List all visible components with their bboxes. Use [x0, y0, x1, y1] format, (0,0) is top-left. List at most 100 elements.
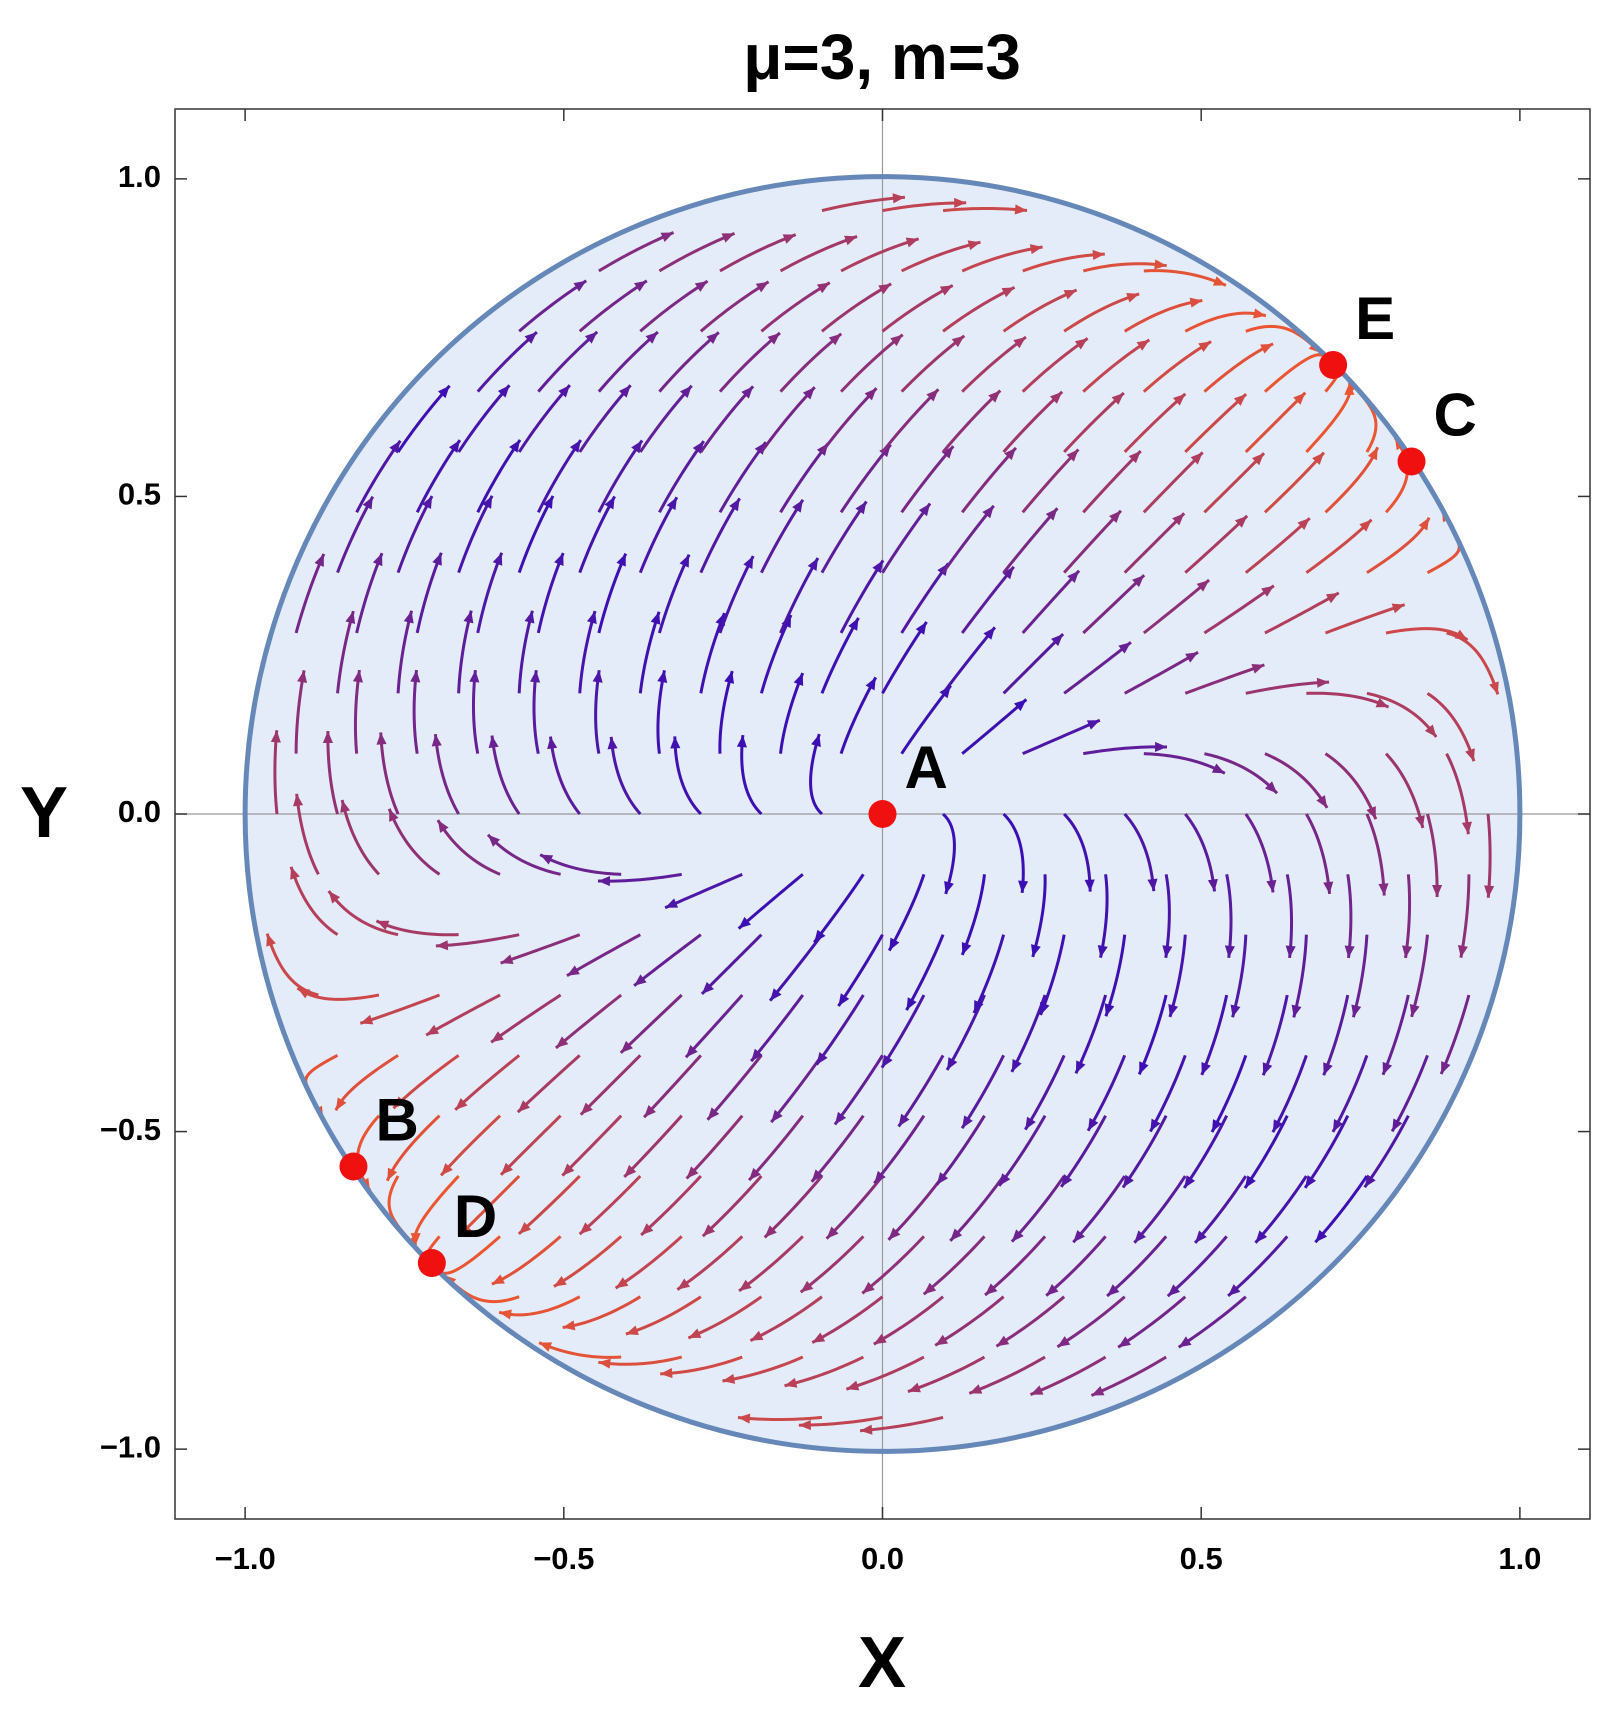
streamline [859, 1415, 944, 1433]
arrowhead [1312, 452, 1324, 465]
streamline [1363, 1114, 1410, 1189]
streamline [1133, 1175, 1187, 1244]
arrowhead [722, 1373, 736, 1384]
streamline [1184, 514, 1249, 574]
streamline [664, 872, 743, 910]
streamline [750, 994, 805, 1063]
streamline [1193, 1175, 1248, 1244]
streamline [1123, 650, 1199, 695]
arrowhead [1109, 510, 1121, 523]
arrowhead [517, 1100, 531, 1113]
streamline [1063, 509, 1123, 574]
arrowhead [1150, 1118, 1161, 1132]
streamline [820, 387, 878, 453]
streamline [639, 384, 693, 453]
arrowhead [592, 670, 603, 683]
arrowhead [1011, 1058, 1022, 1072]
streamline [633, 933, 702, 987]
arrowhead [967, 240, 981, 251]
streamline [1182, 1115, 1229, 1189]
arrowhead [524, 610, 535, 624]
streamline [922, 1235, 986, 1296]
arrowhead [376, 732, 387, 745]
arrowhead [1293, 392, 1306, 405]
streamline [1366, 516, 1431, 574]
arrowhead [660, 232, 674, 242]
arrowhead [1045, 508, 1058, 521]
streamline [995, 1295, 1066, 1348]
streamline [642, 1054, 702, 1119]
streamline [597, 553, 628, 634]
arrowhead [1025, 1116, 1036, 1130]
streamline [760, 386, 816, 453]
arrowhead [1323, 1062, 1333, 1076]
arrowhead [1228, 1284, 1241, 1296]
x-tick-label: −1.0 [215, 1541, 276, 1576]
streamline [1245, 680, 1330, 695]
streamline [900, 562, 950, 634]
fixed-point [1397, 447, 1426, 476]
y-tick-label: −1.0 [100, 1429, 161, 1464]
arrowhead [509, 439, 521, 453]
streamline [1063, 812, 1092, 892]
arrowhead [881, 1054, 893, 1068]
streamline [658, 331, 720, 393]
arrowhead [935, 1334, 949, 1346]
streamline [415, 552, 443, 634]
streamline [1123, 298, 1203, 333]
streamline [609, 736, 642, 815]
streamline [387, 808, 441, 876]
streamline [673, 736, 702, 816]
arrowhead [862, 1281, 875, 1294]
arrowhead [1325, 592, 1339, 604]
streamline [490, 993, 562, 1044]
arrowhead [530, 670, 541, 683]
arrowhead [432, 552, 442, 566]
streamline [1184, 813, 1216, 892]
x-tick-label: −0.5 [533, 1541, 594, 1576]
streamline [1385, 627, 1469, 642]
streamline [1074, 994, 1108, 1075]
arrowhead [1418, 517, 1430, 531]
arrowhead [410, 670, 421, 683]
arrowhead [1261, 585, 1274, 597]
arrowhead [848, 617, 859, 631]
plot: −1.0 −0.5 0.0 0.5 1.0 −1.0 −0.5 0.0 0.5 1.0 A B C D E [100, 108, 1591, 1576]
streamline [941, 504, 995, 574]
arrowhead [1359, 519, 1372, 532]
arrowhead [1184, 1175, 1196, 1188]
streamline [1263, 451, 1326, 514]
arrowhead [631, 440, 643, 454]
streamline [887, 1175, 945, 1241]
streamline [961, 698, 1028, 755]
arrowhead [1122, 1174, 1134, 1188]
streamline [934, 1295, 1005, 1347]
streamline [900, 684, 952, 755]
arrowhead [431, 734, 442, 747]
arrowhead [500, 1162, 514, 1175]
arrowhead [1382, 1061, 1393, 1075]
streamline [701, 1175, 763, 1238]
streamline [1303, 1115, 1350, 1189]
arrowhead [665, 898, 679, 908]
streamline [837, 933, 884, 1007]
arrowhead [1178, 1336, 1192, 1348]
arrowhead [1366, 806, 1376, 820]
arrowhead [941, 446, 954, 459]
streamline [1083, 745, 1168, 756]
arrowhead [1074, 338, 1088, 350]
arrowhead [1255, 1230, 1268, 1243]
arrowhead [1075, 1060, 1086, 1074]
streamline [685, 1114, 744, 1180]
streamline [598, 1355, 683, 1366]
arrowhead [598, 1358, 611, 1369]
streamline [1184, 393, 1248, 454]
streamline [676, 1235, 744, 1291]
arrowhead [1167, 1284, 1181, 1297]
arrowhead [793, 673, 804, 687]
arrowhead [1402, 945, 1413, 958]
streamline [839, 333, 904, 393]
arrowhead [539, 1342, 553, 1352]
streamline [1104, 934, 1127, 1017]
streamline [1031, 874, 1047, 958]
